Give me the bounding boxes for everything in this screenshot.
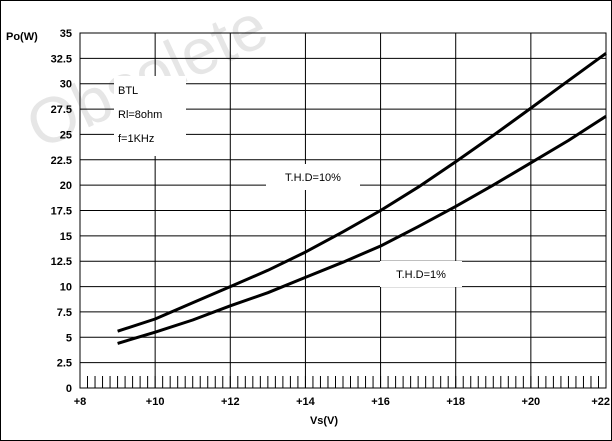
y-tick-label: 22.5 — [51, 155, 72, 167]
x-tick-label: +16 — [371, 396, 390, 408]
series-lines — [117, 52, 607, 345]
x-tick-label: +10 — [146, 396, 165, 408]
y-tick-label: 30 — [60, 79, 72, 91]
x-tick-label: +18 — [446, 396, 465, 408]
x-tick-label: +8 — [74, 396, 87, 408]
series-line-thd1 — [117, 114, 607, 345]
y-tick-label: 17.5 — [51, 206, 72, 218]
condition-load: Rl=8ohm — [118, 109, 162, 121]
series-label-thd1: T.H.D=1% — [380, 261, 462, 287]
plot-border — [79, 32, 607, 389]
y-tick-label: 5 — [66, 332, 72, 344]
y-tick-label: 25 — [60, 129, 72, 141]
x-axis-title: Vs(V) — [310, 415, 338, 427]
y-axis-title: Po(W) — [6, 31, 38, 43]
x-tick-label: +22 — [591, 396, 610, 408]
y-tick-label: 32.5 — [51, 53, 72, 65]
conditions-box-bg — [114, 76, 186, 156]
series-label-thd10-text: T.H.D=10% — [285, 172, 341, 184]
series-label-thd10: T.H.D=10% — [266, 164, 360, 190]
y-tick-label: 7.5 — [57, 307, 72, 319]
x-tick-labels: +8 +10 +12 +14 +16 +18 +20 +22 — [74, 396, 610, 408]
x-tick-label: +12 — [221, 396, 240, 408]
y-tick-label: 12.5 — [51, 256, 72, 268]
minor-ticks — [87, 376, 599, 388]
y-tick-label: 2.5 — [57, 358, 72, 370]
condition-mode: BTL — [118, 85, 138, 97]
y-tick-label: 20 — [60, 180, 72, 192]
series-line-thd10 — [117, 52, 607, 333]
y-tick-label: 27.5 — [51, 104, 72, 116]
x-tick-label: +14 — [296, 396, 316, 408]
series-label-thd1-bg — [380, 261, 462, 287]
y-tick-label: 35 — [60, 28, 72, 40]
conditions-box: BTL Rl=8ohm f=1KHz — [114, 76, 186, 156]
condition-frequency: f=1KHz — [118, 133, 154, 145]
y-tick-labels: 0 2.5 5 7.5 10 12.5 15 17.5 20 22.5 25 27.5 30 32.5 35 — [51, 28, 72, 395]
y-tick-label: 0 — [66, 383, 72, 395]
y-tick-label: 15 — [60, 231, 72, 243]
x-tick-label: +20 — [522, 396, 541, 408]
y-tick-label: 10 — [60, 282, 72, 294]
series-label-thd1-text: T.H.D=1% — [396, 269, 446, 281]
series-label-thd10-bg — [266, 164, 360, 190]
